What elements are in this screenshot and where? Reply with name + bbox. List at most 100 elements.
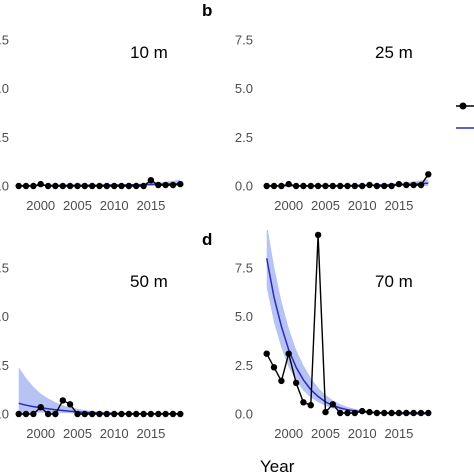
observed-point — [81, 410, 89, 418]
observed-point — [118, 410, 125, 418]
y-tick-label: 0.0 — [235, 407, 253, 422]
observed-point — [388, 409, 395, 417]
observed-point — [147, 410, 155, 418]
y-tick-label: 5.0 — [235, 81, 253, 96]
y-tick-label: 7.5 — [0, 261, 9, 276]
y-tick-label: 2.5 — [235, 130, 253, 145]
panel-letter-b: b — [202, 1, 212, 20]
observed-point — [425, 171, 432, 178]
observed-point — [15, 182, 22, 190]
x-tick-label: 2015 — [136, 426, 165, 441]
observed-point — [314, 231, 322, 239]
observed-point — [366, 181, 373, 189]
depth-label-10m: 10 m — [130, 43, 168, 62]
x-tick-label: 2010 — [348, 426, 377, 441]
observed-point — [125, 182, 133, 190]
observed-point — [162, 181, 169, 189]
observed-point — [263, 182, 270, 190]
observed-point — [169, 181, 177, 189]
observed-point — [337, 409, 344, 417]
observed-point — [140, 410, 147, 418]
observed-point — [52, 410, 59, 418]
observed-point — [403, 181, 410, 189]
observed-point — [89, 182, 96, 190]
depth-label-70m: 70 m — [375, 272, 413, 291]
observed-point — [300, 399, 307, 406]
observed-point — [37, 404, 44, 411]
panel-70m — [263, 230, 432, 417]
observed-point — [52, 182, 59, 190]
observed-point — [37, 180, 44, 188]
observed-point — [292, 182, 300, 190]
observed-point — [44, 410, 52, 418]
confidence-ribbon — [18, 367, 181, 414]
observed-point — [30, 410, 37, 418]
x-tick-label: 2005 — [311, 426, 340, 441]
observed-point — [395, 409, 403, 417]
observed-point — [417, 409, 425, 417]
observed-point — [278, 377, 285, 385]
x-tick-label: 2005 — [311, 198, 340, 213]
y-tick-label: 0.0 — [0, 179, 9, 194]
observed-line — [266, 234, 429, 414]
legend-observed-point — [459, 102, 467, 110]
observed-point — [417, 181, 425, 189]
observed-point — [410, 181, 417, 189]
x-tick-label: 2015 — [136, 198, 165, 213]
observed-point — [425, 409, 432, 417]
observed-point — [96, 182, 103, 190]
observed-point — [162, 410, 169, 418]
observed-point — [74, 410, 81, 418]
observed-point — [59, 182, 66, 190]
observed-point — [373, 182, 381, 190]
x-tick-label: 2000 — [26, 198, 55, 213]
y-tick-label: 7.5 — [0, 33, 9, 48]
y-tick-label: 5.0 — [235, 309, 253, 324]
observed-point — [314, 182, 322, 190]
panel-labels: 10 m 25 m 50 m 70 m b d Year — [130, 1, 413, 474]
observed-point — [351, 409, 358, 417]
observed-point — [177, 410, 184, 418]
y-tick-label: 7.5 — [235, 33, 253, 48]
x-tick-label: 2005 — [63, 198, 92, 213]
observed-point — [30, 182, 37, 190]
observed-point — [147, 177, 155, 184]
y-tick-label: 2.5 — [0, 358, 9, 373]
observed-point — [292, 379, 300, 387]
observed-point — [22, 182, 30, 190]
observed-point — [322, 182, 329, 190]
observed-point — [322, 408, 329, 416]
observed-point — [359, 407, 366, 415]
x-axis-title: Year — [260, 457, 295, 474]
observed-point — [278, 182, 285, 190]
axis-tick-labels: 2000 2005 2010 2015 0.0 2.5 5.0 7.5 2000 2005 2010… — [0, 33, 413, 442]
observed-point — [74, 182, 81, 190]
observed-point — [133, 182, 140, 190]
y-tick-label: 7.5 — [235, 261, 253, 276]
observed-point — [359, 182, 366, 190]
observed-point — [111, 182, 118, 190]
observed-point — [381, 409, 388, 417]
observed-point — [285, 180, 292, 188]
observed-point — [103, 182, 111, 190]
observed-point — [140, 182, 147, 190]
observed-point — [44, 182, 52, 190]
depth-label-25m: 25 m — [375, 43, 413, 62]
panel-50m — [15, 367, 184, 418]
observed-point — [344, 409, 351, 417]
observed-point — [329, 401, 336, 408]
observed-point — [66, 182, 74, 190]
observed-point — [388, 182, 395, 190]
observed-point — [285, 350, 292, 357]
observed-point — [351, 182, 358, 190]
observed-point — [263, 350, 270, 357]
observed-point — [344, 182, 351, 190]
panel-25m — [263, 171, 432, 190]
x-tick-label: 2005 — [63, 426, 92, 441]
x-tick-label: 2015 — [384, 426, 413, 441]
observed-point — [111, 410, 118, 418]
x-tick-label: 2000 — [26, 426, 55, 441]
y-tick-label: 0.0 — [0, 407, 9, 422]
observed-point — [66, 401, 74, 408]
